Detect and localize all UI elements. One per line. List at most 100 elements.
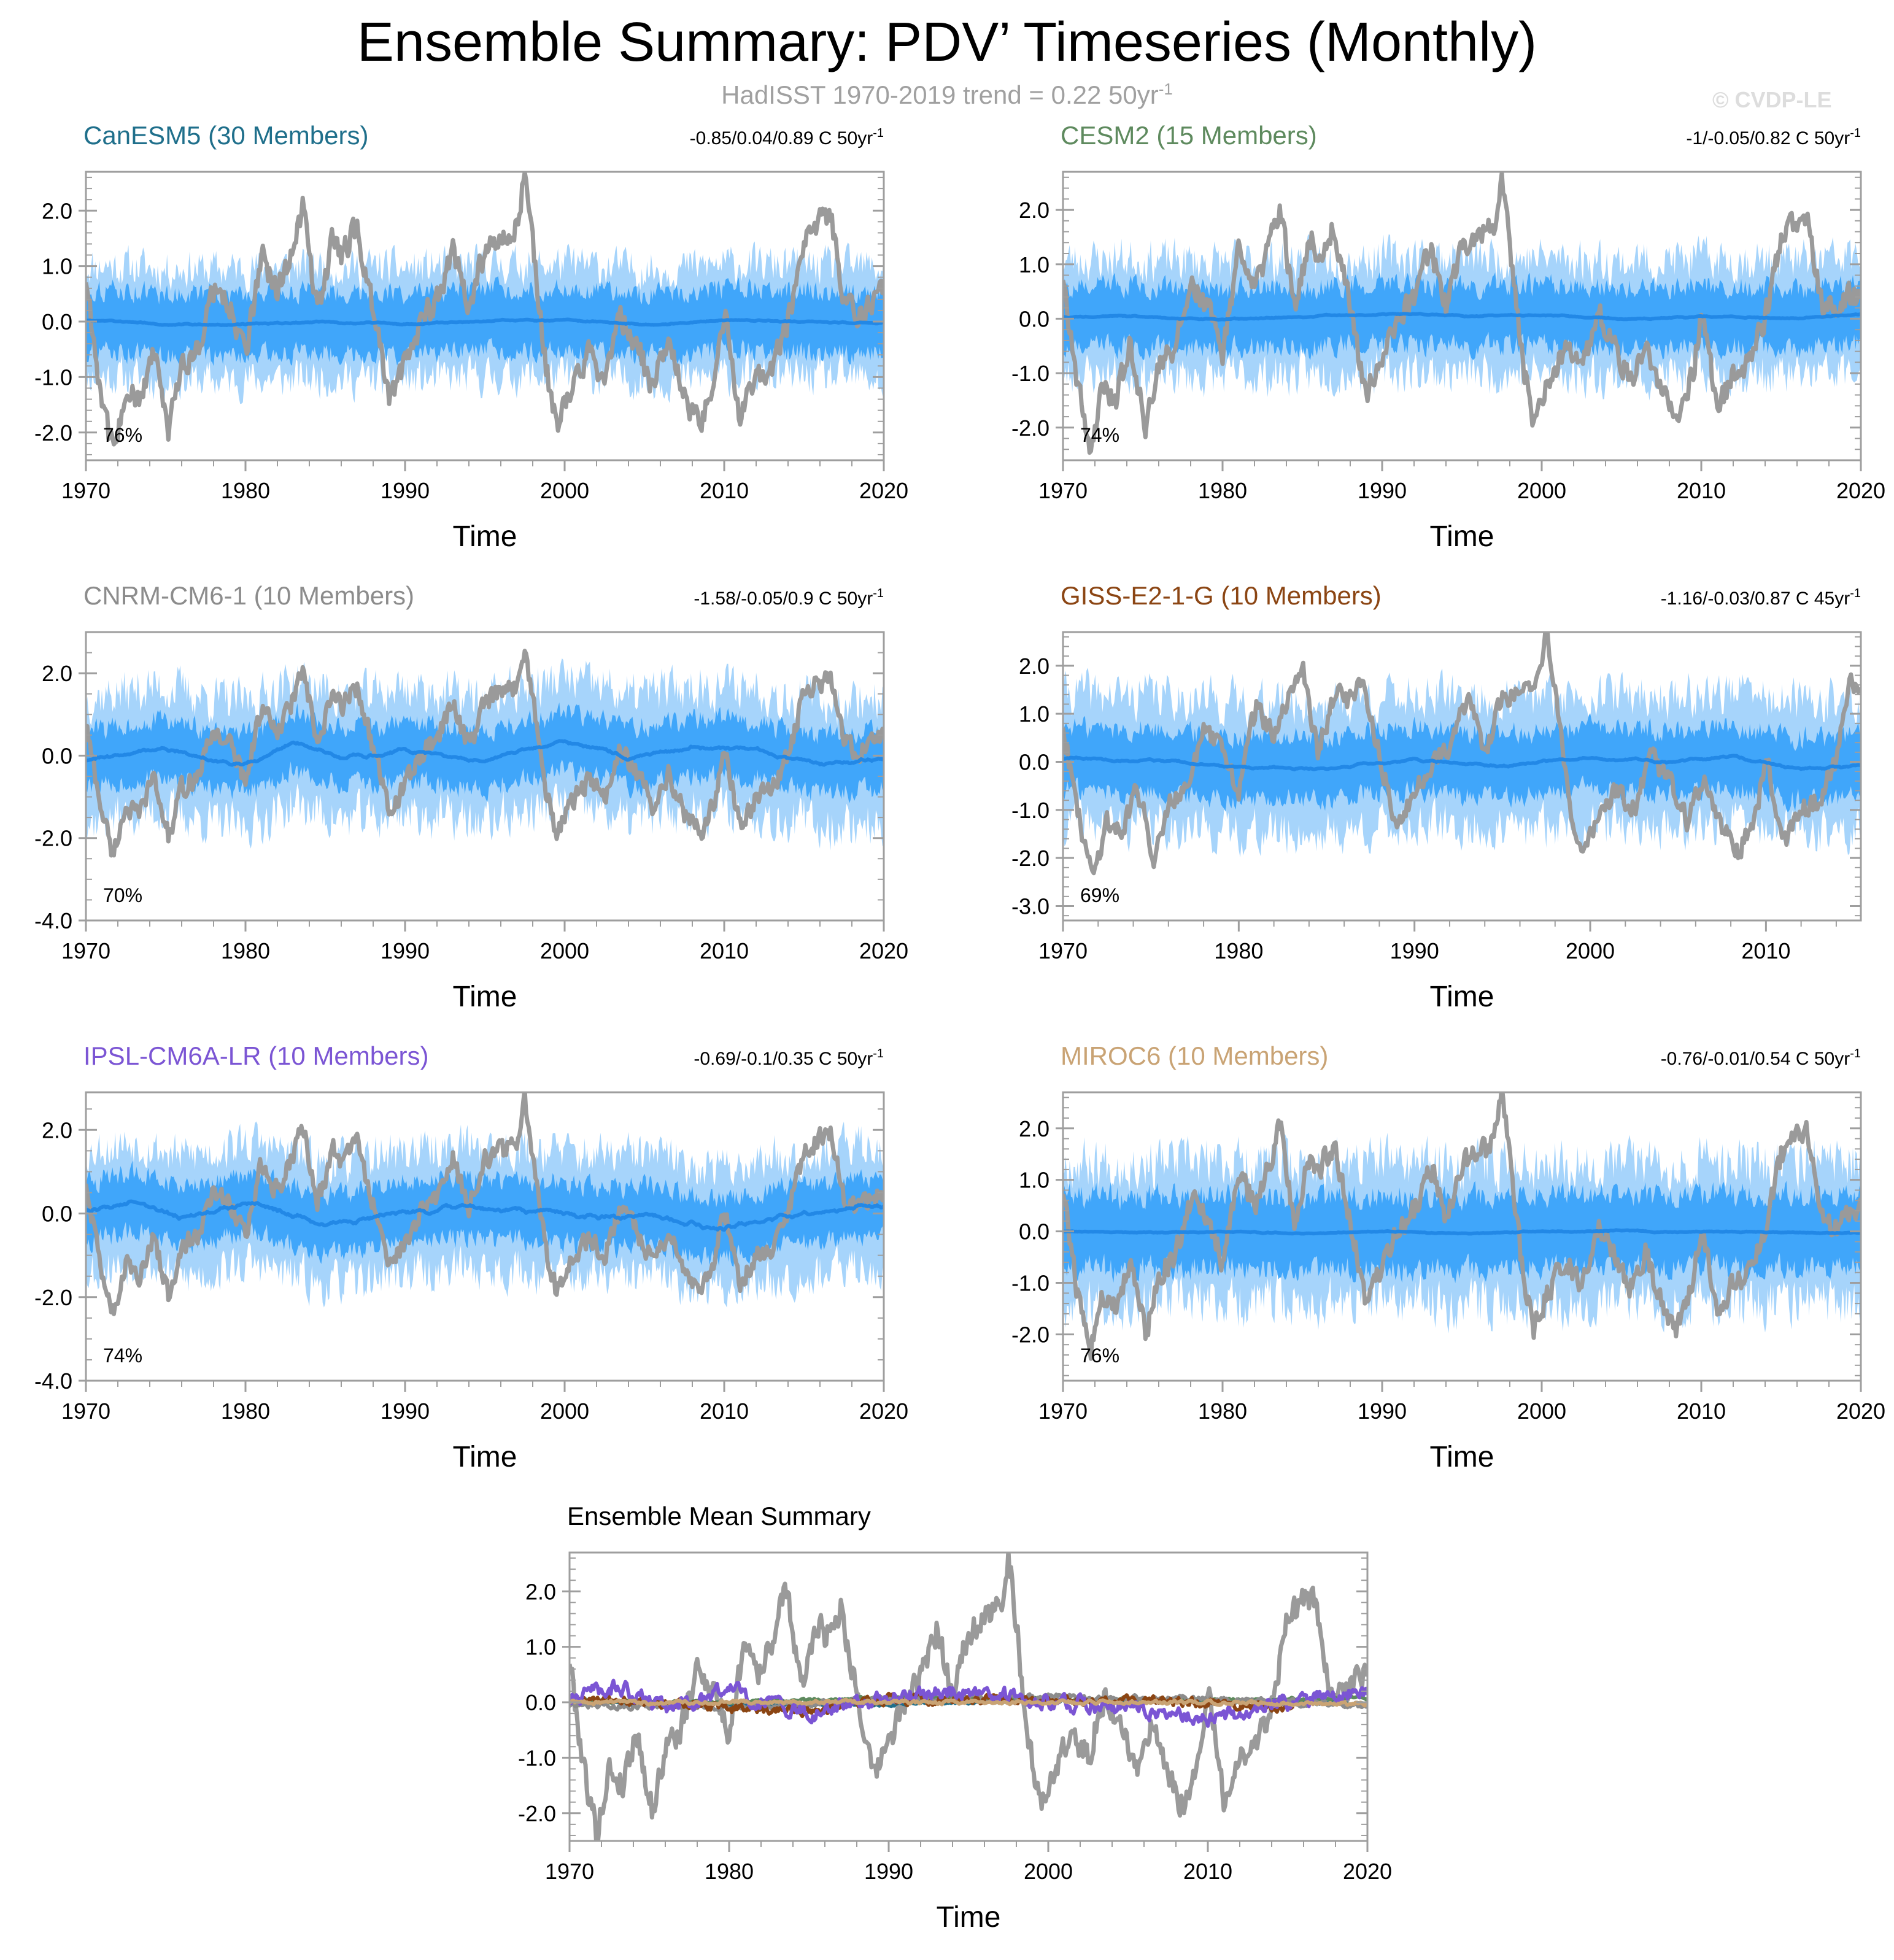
plot-frame — [1062, 631, 1862, 922]
x-tick-label: 1990 — [864, 1859, 913, 1884]
series-ensemble-mean — [86, 739, 884, 767]
panel-percent: 74% — [1080, 424, 1119, 446]
y-tick-label: 2.0 — [1019, 1116, 1049, 1141]
band-inner-inner-2-quartiles — [86, 702, 884, 804]
plot-area — [86, 1092, 884, 1316]
page-subtitle: HadISST 1970-2019 trend = 0.22 50yr-1 — [0, 80, 1894, 110]
credit-watermark: © CVDP-LE — [1712, 87, 1832, 112]
plot-frame — [85, 171, 885, 461]
y-tick-label: -1.0 — [1011, 798, 1049, 823]
panel-percent: 69% — [1080, 884, 1119, 906]
series-ensemble-mean — [1063, 1228, 1861, 1236]
plot-frame — [1062, 171, 1862, 461]
panel-title: CanESM5 (30 Members) — [83, 121, 368, 150]
y-tick-label: 1.0 — [525, 1635, 556, 1660]
x-tick-label: 2010 — [1741, 938, 1790, 963]
x-axis-label: Time — [453, 981, 517, 1013]
series-hadisst-observations — [1063, 632, 1861, 876]
band-inner-inner-2-quartiles — [86, 1160, 884, 1267]
x-tick-label: 2010 — [1677, 478, 1726, 503]
panel-stats: -1.58/-0.05/0.9 C 50yr-1 — [694, 587, 884, 609]
panel-stats: -1/-0.05/0.82 C 50yr-1 — [1686, 126, 1861, 149]
x-axis-label: Time — [1430, 1441, 1494, 1473]
y-tick-label: 2.0 — [42, 1117, 72, 1143]
panel-percent: 74% — [103, 1345, 142, 1367]
panel-percent: 76% — [103, 424, 142, 446]
x-tick-label: 1970 — [1038, 1399, 1088, 1424]
series-ensemble-mean — [1063, 754, 1861, 771]
series-ensemble-mean — [86, 317, 884, 327]
panel-stats: -1.16/-0.03/0.87 C 45yr-1 — [1661, 587, 1861, 609]
page-title: Ensemble Summary: PDV’ Timeseries (Month… — [357, 12, 1537, 73]
x-tick-label: 1990 — [1358, 478, 1407, 503]
chart-panel-cnrm-cm6-1-10-members: 2.0 0.0 -2.0 -4.0 1970 1980 1990 2000 2010 2020 Ti… — [34, 581, 908, 1013]
x-tick-label: 2020 — [1343, 1859, 1392, 1884]
y-tick-label: 2.0 — [1019, 198, 1049, 223]
plot-area — [1063, 632, 1861, 876]
y-tick-label: -1.0 — [34, 365, 72, 390]
x-tick-label: 1970 — [61, 1399, 110, 1424]
x-tick-label: 1980 — [1198, 1399, 1247, 1424]
chart-panel-ipsl-cm6a-lr-10-members: 2.0 0.0 -2.0 -4.0 1970 1980 1990 2000 2010 2020 Ti… — [34, 1041, 908, 1473]
chart-panel-miroc6-10-members: 2.0 1.0 0.0 -1.0 -2.0 1970 1980 1990 2000 2010 202… — [1011, 1041, 1885, 1473]
x-tick-label: 1970 — [1038, 938, 1088, 963]
x-tick-label: 2010 — [700, 938, 749, 963]
x-tick-label: 1990 — [381, 938, 430, 963]
y-tick-label: -4.0 — [34, 908, 72, 933]
x-axis-label: Time — [937, 1901, 1001, 1934]
y-tick-label: 2.0 — [42, 198, 72, 223]
x-tick-label: 2000 — [540, 938, 589, 963]
plot-area — [1063, 172, 1861, 455]
x-tick-label: 2000 — [1517, 478, 1566, 503]
series-hadisst-observations — [86, 649, 884, 858]
panel-title: CNRM-CM6-1 (10 Members) — [83, 581, 414, 610]
x-tick-label: 2010 — [1677, 1399, 1726, 1424]
x-tick-label: 2010 — [700, 1399, 749, 1424]
y-tick-label: -2.0 — [34, 826, 72, 851]
x-tick-label: 1980 — [1214, 938, 1263, 963]
panel-title: GISS-E2-1-G (10 Members) — [1061, 581, 1382, 610]
chart-panel-cesm2-15-members: 2.0 1.0 0.0 -1.0 -2.0 1970 1980 1990 2000 2010 202… — [1011, 121, 1885, 553]
plot-area — [86, 172, 884, 447]
x-tick-label: 1980 — [705, 1859, 754, 1884]
x-tick-label: 1970 — [61, 478, 110, 503]
series-ipsl-cm6a-lr-ensemble-mean — [570, 1678, 1367, 1728]
y-tick-label: -2.0 — [1011, 846, 1049, 871]
x-tick-label: 2000 — [540, 478, 589, 503]
x-axis-label: Time — [453, 520, 517, 553]
y-tick-label: -2.0 — [518, 1801, 556, 1826]
y-tick-label: 1.0 — [1019, 701, 1049, 727]
series-hadisst-observations — [1063, 172, 1861, 455]
x-tick-label: 2020 — [859, 478, 908, 503]
panel-percent: 76% — [1080, 1345, 1119, 1367]
y-tick-label: -2.0 — [1011, 415, 1049, 441]
series-ensemble-mean — [86, 1199, 884, 1232]
x-tick-label: 2010 — [700, 478, 749, 503]
panel-stats: -0.69/-0.1/0.35 C 50yr-1 — [694, 1047, 884, 1069]
x-tick-label: 1980 — [221, 938, 270, 963]
x-tick-label: 2020 — [1836, 478, 1885, 503]
panel-stats: -0.76/-0.01/0.54 C 50yr-1 — [1661, 1047, 1861, 1069]
y-tick-label: -4.0 — [34, 1368, 72, 1394]
x-tick-label: 1990 — [381, 478, 430, 503]
x-tick-label: 2020 — [859, 1399, 908, 1424]
x-tick-label: 1980 — [221, 1399, 270, 1424]
x-tick-label: 1980 — [221, 478, 270, 503]
panel-title: IPSL-CM6A-LR (10 Members) — [83, 1041, 428, 1070]
y-tick-label: -1.0 — [1011, 361, 1049, 386]
chart-panel-giss-e2-1-g-10-members: 2.0 1.0 0.0 -1.0 -2.0 -3.0 1970 1980 1990 2000 201… — [1011, 581, 1862, 1013]
series-hadisst-observations — [570, 1553, 1367, 1841]
x-tick-label: 2000 — [1517, 1399, 1566, 1424]
y-tick-label: -2.0 — [34, 420, 72, 446]
panel-title: Ensemble Mean Summary — [567, 1502, 871, 1530]
x-axis-label: Time — [1430, 981, 1494, 1013]
x-tick-label: 2000 — [1024, 1859, 1073, 1884]
subtitle-exponent: -1 — [1158, 80, 1173, 98]
y-tick-label: -1.0 — [1011, 1271, 1049, 1296]
x-tick-label: 1990 — [381, 1399, 430, 1424]
y-tick-label: 0.0 — [42, 1202, 72, 1227]
panel-title: MIROC6 (10 Members) — [1061, 1041, 1328, 1070]
x-tick-label: 2000 — [1566, 938, 1615, 963]
series-hadisst-observations — [1063, 1092, 1861, 1361]
